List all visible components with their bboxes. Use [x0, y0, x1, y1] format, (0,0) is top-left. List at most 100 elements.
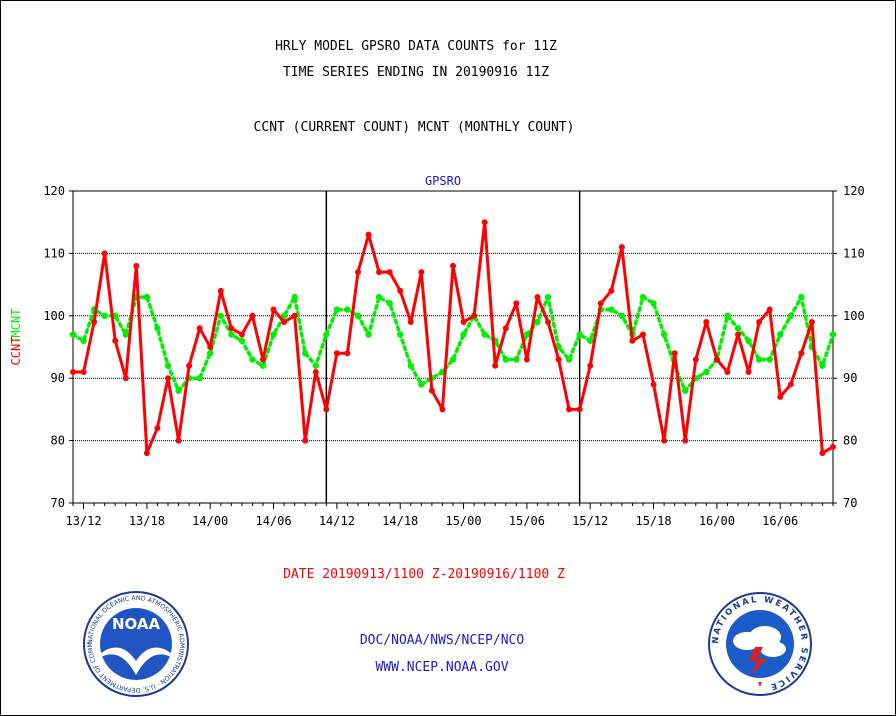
data-point-mcnt — [798, 293, 805, 301]
gpsro-chart: 70 70 80 80 90 90 100 100 110 110 120 120 13/12 13/18… — [9, 174, 865, 528]
data-point-ccnt — [386, 269, 393, 276]
data-point-mcnt — [682, 387, 689, 394]
data-point-ccnt — [808, 319, 815, 326]
data-point-mcnt — [228, 331, 235, 338]
y-axis-label-ccnt: CCNT — [9, 337, 23, 366]
x-tick-label: 14/06 — [255, 514, 291, 528]
credit-line-org: DOC/NOAA/NWS/NCEP/NCO — [359, 633, 525, 648]
x-tick-label: 15/06 — [509, 514, 545, 528]
data-point-mcnt — [196, 375, 203, 382]
data-point-mcnt — [164, 362, 172, 369]
data-point-ccnt — [492, 362, 499, 369]
y-tick-label-right: 90 — [843, 371, 857, 385]
data-point-ccnt — [355, 269, 361, 276]
y-tick-label-left: 110 — [43, 246, 65, 260]
data-point-ccnt — [333, 350, 340, 357]
data-point-mcnt — [608, 306, 615, 313]
chart-title-line2: TIME SERIES ENDING IN 20190916 11Z — [282, 65, 550, 80]
data-point-ccnt — [576, 406, 583, 413]
data-point-ccnt — [819, 450, 826, 457]
data-point-ccnt — [376, 269, 383, 276]
data-point-mcnt — [207, 350, 214, 357]
data-point-ccnt — [428, 387, 435, 394]
data-point-ccnt — [217, 287, 224, 294]
data-point-mcnt — [397, 331, 404, 338]
data-point-ccnt — [397, 287, 404, 294]
data-point-mcnt — [312, 362, 319, 369]
x-tick-label: 16/00 — [699, 514, 735, 528]
data-point-mcnt — [777, 331, 784, 338]
data-point-ccnt — [555, 356, 562, 363]
data-point-ccnt — [112, 337, 119, 344]
x-tick-label: 15/18 — [635, 514, 671, 528]
data-point-mcnt — [175, 387, 182, 394]
data-point-ccnt — [597, 300, 604, 307]
data-point-ccnt — [281, 319, 288, 326]
data-point-mcnt — [819, 362, 826, 369]
y-tick-label-right: 100 — [843, 309, 865, 323]
data-point-mcnt — [502, 356, 509, 363]
data-point-ccnt — [70, 368, 76, 375]
x-tick-label: 13/18 — [129, 514, 165, 528]
data-point-mcnt — [280, 312, 288, 319]
data-point-ccnt — [766, 306, 773, 313]
data-point-mcnt — [534, 318, 541, 326]
data-point-ccnt — [207, 344, 214, 350]
data-point-ccnt — [692, 356, 699, 363]
data-point-ccnt — [608, 287, 615, 294]
data-point-ccnt — [175, 437, 182, 444]
date-range-label: DATE 20190913/1100 Z-20190916/1100 Z — [283, 567, 565, 582]
data-point-mcnt — [755, 356, 763, 363]
data-point-ccnt — [735, 331, 741, 338]
y-tick-label-right: 110 — [843, 246, 865, 260]
credit-line-website[interactable]: WWW.NCEP.NOAA.GOV — [375, 660, 509, 675]
data-point-ccnt — [101, 250, 108, 257]
data-point-mcnt — [449, 356, 457, 363]
data-point-ccnt — [122, 375, 129, 382]
data-point-ccnt — [312, 368, 319, 375]
data-point-ccnt — [523, 356, 530, 363]
x-tick-label: 14/18 — [382, 514, 418, 528]
data-point-ccnt — [196, 325, 203, 332]
data-point-ccnt — [756, 319, 763, 326]
data-point-mcnt — [154, 325, 161, 332]
data-point-ccnt — [186, 362, 193, 369]
data-point-ccnt — [91, 319, 98, 326]
x-tick-label: 14/12 — [319, 514, 355, 528]
data-point-mcnt — [143, 293, 151, 301]
data-point-mcnt — [323, 331, 330, 338]
data-point-ccnt — [365, 231, 372, 238]
data-point-mcnt — [650, 300, 657, 307]
data-point-ccnt — [713, 356, 720, 363]
data-point-ccnt — [545, 319, 551, 326]
data-point-ccnt — [80, 368, 87, 375]
data-point-ccnt — [439, 406, 446, 413]
data-point-mcnt — [69, 331, 77, 338]
data-point-mcnt — [481, 331, 488, 338]
data-point-mcnt — [259, 362, 267, 369]
data-point-ccnt — [798, 350, 805, 357]
data-point-ccnt — [481, 219, 488, 226]
data-point-ccnt — [502, 325, 509, 332]
y-tick-label-right: 120 — [843, 184, 865, 198]
data-point-mcnt — [80, 337, 87, 344]
data-point-mcnt — [576, 331, 583, 338]
data-point-mcnt — [386, 300, 393, 307]
y-tick-label-right: 70 — [843, 496, 857, 510]
data-point-mcnt — [460, 331, 467, 338]
y-tick-label-right: 80 — [843, 434, 857, 448]
data-point-mcnt — [724, 312, 731, 319]
data-point-ccnt — [661, 437, 668, 444]
data-point-mcnt — [238, 337, 246, 344]
y-tick-label-left: 80 — [51, 434, 65, 448]
data-point-ccnt — [618, 244, 625, 251]
data-point-mcnt — [333, 306, 341, 313]
data-point-ccnt — [724, 368, 731, 375]
data-point-ccnt — [534, 294, 541, 301]
data-point-mcnt — [787, 312, 794, 319]
x-tick-label: 13/12 — [65, 514, 101, 528]
data-point-ccnt — [323, 406, 330, 413]
data-point-mcnt — [217, 312, 224, 319]
data-point-mcnt — [734, 325, 742, 332]
series-lines — [69, 219, 837, 457]
